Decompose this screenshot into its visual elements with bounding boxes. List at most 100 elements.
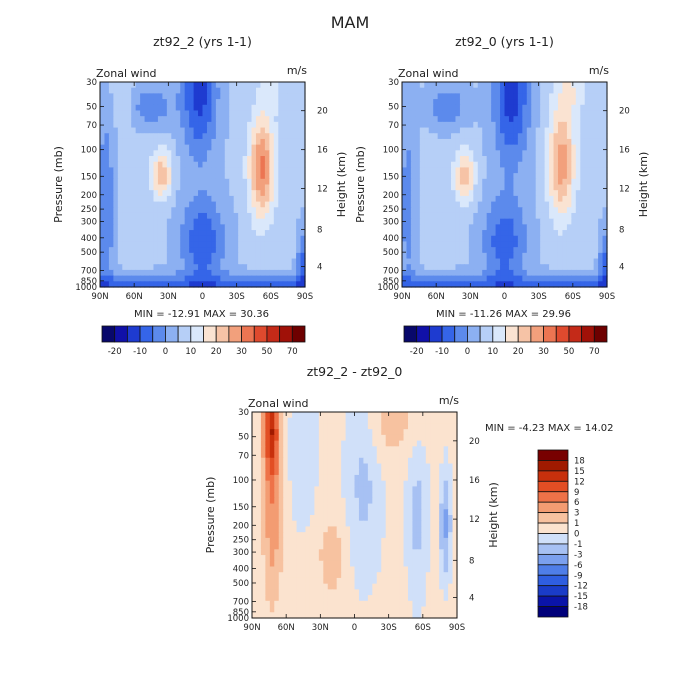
contour-cell [540, 264, 546, 271]
contour-cell [566, 264, 572, 271]
contour-cell [495, 144, 501, 151]
contour-cell [430, 446, 436, 453]
contour-cell [100, 93, 106, 100]
contour-cell [314, 434, 320, 442]
contour-cell [589, 230, 595, 237]
contour-cell [269, 144, 275, 151]
contour-cell [269, 440, 275, 447]
contour-cell [412, 515, 418, 522]
contour-cell [327, 486, 333, 493]
contour-cell [269, 281, 275, 288]
contour-cell [162, 161, 168, 169]
contour-cell [282, 127, 288, 134]
contour-cell [296, 127, 302, 134]
contour-cell [504, 150, 510, 157]
contour-cell [575, 82, 581, 89]
contour-cell [256, 452, 262, 459]
contour-cell [301, 577, 307, 585]
contour-cell [144, 190, 150, 197]
contour-cell [135, 247, 141, 254]
contour-cell [260, 87, 266, 94]
contour-cell [437, 230, 443, 237]
contour-cell [117, 184, 123, 191]
contour-cell [544, 150, 550, 157]
contour-cell [430, 434, 436, 442]
contour-cell [175, 110, 181, 117]
contour-cell [549, 161, 555, 169]
contour-cell [535, 104, 541, 112]
y-tick-label: 30 [388, 78, 399, 88]
contour-cell [117, 150, 123, 157]
contour-cell [327, 492, 333, 499]
contour-cell [598, 275, 604, 282]
contour-cell [189, 104, 195, 112]
contour-cell [394, 469, 400, 476]
contour-cell [531, 212, 537, 220]
contour-cell [566, 104, 572, 112]
contour-cell [149, 167, 155, 174]
contour-cell [407, 566, 414, 573]
contour-cell [327, 452, 333, 459]
contour-cell [584, 235, 590, 243]
contour-cell [126, 82, 132, 89]
contour-cell [100, 110, 106, 117]
contour-cell [318, 515, 324, 522]
contour-cell [336, 543, 342, 550]
contour-cell [287, 195, 293, 203]
contour-cell [264, 190, 270, 197]
contour-cell [495, 269, 501, 277]
contour-cell [157, 167, 163, 174]
contour-cell [419, 258, 425, 265]
contour-cell [202, 121, 208, 129]
contour-cell [517, 93, 523, 100]
contour-cell [403, 492, 409, 499]
contour-cell [358, 503, 365, 510]
contour-cell [549, 207, 555, 214]
contour-cell [376, 509, 382, 516]
contour-cell [446, 116, 452, 123]
contour-cell [367, 440, 373, 447]
contour-cell [233, 104, 239, 112]
contour-cell [264, 150, 270, 157]
contour-cell [336, 515, 342, 522]
contour-cell [459, 184, 465, 191]
contour-cell [135, 156, 141, 163]
contour-cell [113, 241, 119, 248]
contour-cell [402, 258, 408, 265]
contour-cell [451, 207, 457, 214]
contour-cell [247, 82, 253, 89]
contour-cell [220, 207, 226, 214]
contour-cell [269, 486, 275, 493]
contour-cell [367, 572, 373, 579]
contour-cell [269, 212, 275, 220]
contour-cell [260, 583, 266, 590]
contour-cell [504, 138, 510, 146]
contour-cell [419, 127, 425, 134]
contour-cell [153, 93, 159, 100]
contour-cell [104, 110, 110, 117]
contour-cell [198, 144, 204, 151]
contour-cell [549, 87, 555, 94]
contour-cell [385, 486, 391, 493]
contour-cell [410, 264, 416, 271]
contour-cell [381, 583, 387, 590]
contour-cell [309, 572, 315, 579]
contour-cell [419, 235, 425, 243]
contour-cell [202, 201, 208, 208]
contour-cell [341, 417, 347, 425]
contour-cell [274, 555, 280, 562]
contour-cell [419, 133, 425, 140]
contour-cell [305, 469, 311, 476]
contour-cell [486, 252, 492, 260]
contour-cell [486, 190, 492, 197]
contour-cell [301, 417, 307, 425]
contour-cell [336, 583, 342, 590]
contour-cell [296, 281, 302, 288]
contour-cell [166, 156, 172, 163]
contour-cell [113, 138, 119, 146]
contour-cell [153, 104, 159, 112]
contour-cell [332, 412, 338, 419]
contour-cell [292, 446, 298, 453]
contour-cell [544, 247, 550, 254]
contour-cell [517, 195, 523, 203]
